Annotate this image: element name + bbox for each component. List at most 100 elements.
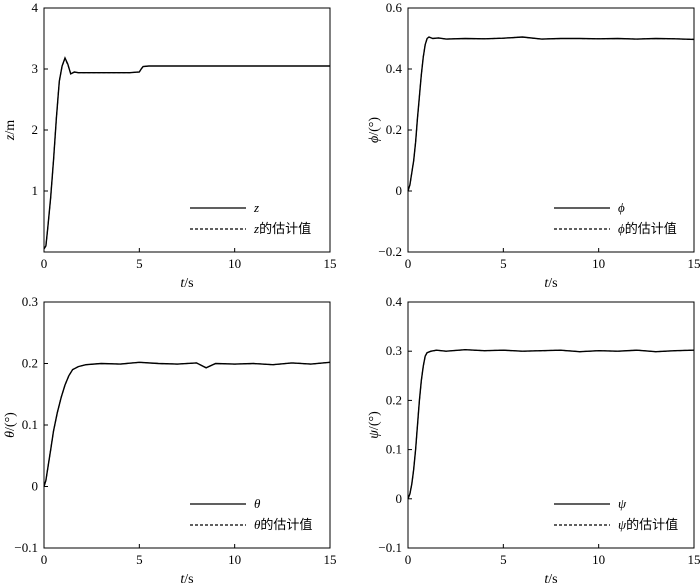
y-axis-var: ϕ (367, 136, 382, 143)
x-axis-var: t (544, 572, 549, 587)
x-tick-label: 0 (405, 552, 412, 567)
legend-var: ψ (618, 517, 627, 532)
legend-entry: z (253, 200, 259, 215)
y-tick-label: 0.2 (386, 392, 402, 407)
legend-var: z (253, 221, 259, 236)
y-tick-label: 0.3 (386, 343, 402, 358)
legend-entry: θ (254, 496, 261, 511)
x-tick-label: 5 (500, 552, 507, 567)
x-axis-var: t (180, 276, 185, 291)
legend-entry: ϕ (618, 200, 625, 215)
y-tick-label: 0.4 (386, 61, 403, 76)
y-axis-unit: /m (3, 120, 18, 135)
x-tick-label: 15 (688, 552, 700, 567)
legend-suffix: 的估计值 (260, 517, 312, 532)
x-tick-label: 0 (41, 256, 48, 271)
series-line-psi-estimate (407, 349, 695, 499)
y-tick-label: 0.6 (386, 0, 403, 15)
y-tick-label: 0.2 (22, 356, 38, 371)
y-axis-unit: /(°) (3, 412, 18, 431)
series-line-phi-estimate (407, 36, 695, 192)
legend-suffix: 的估计值 (626, 517, 678, 532)
y-tick-label: 3 (32, 61, 39, 76)
x-tick-label: 10 (592, 256, 605, 271)
y-tick-label: 4 (32, 0, 39, 15)
x-tick-label: 10 (228, 552, 241, 567)
y-axis-var: z (3, 134, 18, 141)
x-axis-var: t (180, 572, 185, 587)
legend-var: ψ (618, 496, 627, 511)
legend-var: θ (254, 496, 261, 511)
y-tick-label: 0 (396, 183, 403, 198)
y-axis-label: z/m (3, 120, 18, 141)
x-tick-label: 10 (592, 552, 605, 567)
plot-frame (407, 301, 695, 549)
y-tick-label: 0 (32, 479, 39, 494)
y-tick-label: −0.2 (378, 244, 402, 259)
x-tick-label: 5 (500, 256, 507, 271)
legend-entry: ϕ的估计值 (618, 221, 677, 236)
legend-suffix: 的估计值 (625, 221, 677, 236)
legend-var: z (253, 200, 259, 215)
y-axis-label: ϕ/(°) (367, 117, 382, 143)
series-line-phi (407, 36, 695, 192)
legend-var: θ (254, 517, 261, 532)
y-tick-label: −0.1 (14, 540, 38, 555)
y-axis-unit: /(°) (367, 117, 382, 136)
y-tick-label: 0.2 (386, 122, 402, 137)
x-axis-unit: /s (548, 276, 557, 291)
x-tick-label: 15 (688, 256, 700, 271)
y-tick-label: 0 (396, 491, 403, 506)
legend-entry: θ的估计值 (254, 517, 312, 532)
y-tick-label: 0.1 (386, 442, 402, 457)
y-axis-label: θ/(°) (3, 412, 18, 438)
x-axis-label: t/s (180, 572, 193, 587)
series-line-psi (407, 348, 695, 500)
legend-suffix: 的估计值 (259, 221, 311, 236)
legend-var: ϕ (618, 221, 625, 236)
y-tick-label: 1 (32, 183, 39, 198)
y-axis-var: ψ (367, 430, 382, 439)
x-axis-label: t/s (544, 572, 557, 587)
x-tick-label: 0 (41, 552, 48, 567)
legend-entry: ψ (618, 496, 627, 511)
x-axis-label: t/s (180, 276, 193, 291)
y-axis-unit: /(°) (367, 411, 382, 430)
x-axis-unit: /s (184, 276, 193, 291)
series-line-theta (43, 361, 331, 487)
plot-frame (43, 7, 331, 253)
x-tick-label: 5 (136, 256, 143, 271)
legend-var: ϕ (618, 200, 625, 215)
legend-entry: z的估计值 (253, 221, 311, 236)
x-axis-unit: /s (184, 572, 193, 587)
y-tick-label: 0.3 (22, 294, 38, 309)
plot-frame (407, 7, 695, 253)
series-line-theta-estimate (43, 361, 331, 487)
y-axis-label: ψ/(°) (367, 411, 382, 439)
x-tick-label: 10 (228, 256, 241, 271)
y-tick-label: 2 (32, 122, 39, 137)
series-line-z-estimate (43, 57, 330, 250)
y-tick-label: 0.4 (386, 294, 403, 309)
x-tick-label: 0 (405, 256, 412, 271)
x-axis-unit: /s (548, 572, 557, 587)
x-axis-label: t/s (544, 276, 557, 291)
x-tick-label: 15 (324, 256, 337, 271)
y-tick-label: 0.1 (22, 417, 38, 432)
y-tick-label: −0.1 (378, 540, 402, 555)
legend-entry: ψ的估计值 (618, 517, 678, 532)
x-axis-var: t (544, 276, 549, 291)
y-axis-var: θ (3, 431, 18, 438)
plot-frame (43, 301, 331, 549)
x-tick-label: 5 (136, 552, 143, 567)
x-tick-label: 15 (324, 552, 337, 567)
